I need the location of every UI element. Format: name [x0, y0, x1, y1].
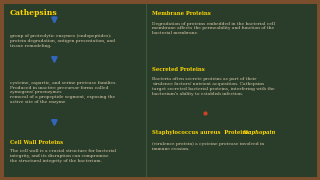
Text: Bacteria often secrete proteins as part of their
virulence factors/ nutrient acq: Bacteria often secrete proteins as part …	[152, 77, 275, 96]
Text: Cell Wall Proteins: Cell Wall Proteins	[10, 140, 63, 145]
Text: Secreted Proteins: Secreted Proteins	[152, 67, 205, 72]
Text: Membrane Proteins: Membrane Proteins	[152, 11, 211, 16]
Text: Degradation of proteins embedded in the bacterial cell
membrane affects the perm: Degradation of proteins embedded in the …	[152, 22, 275, 35]
Text: (virulence protein) a cysteine protease involved in
immune evasion.: (virulence protein) a cysteine protease …	[152, 142, 264, 151]
Text: Staphylococcus aureus  Proteins:: Staphylococcus aureus Proteins:	[152, 130, 255, 135]
Text: group of proteolytic enzymes (endopeptides);
protein degradation, antigen presen: group of proteolytic enzymes (endopeptid…	[10, 34, 115, 48]
Text: The cell wall is a crucial structure for bacterial
integrity, and its disruption: The cell wall is a crucial structure for…	[10, 149, 116, 163]
Text: Staphopain: Staphopain	[243, 130, 276, 135]
Text: cysteine, aspartic, and serine protease families.
Produced in inactive precursor: cysteine, aspartic, and serine protease …	[10, 81, 116, 104]
Text: Cathepsins: Cathepsins	[10, 9, 57, 17]
